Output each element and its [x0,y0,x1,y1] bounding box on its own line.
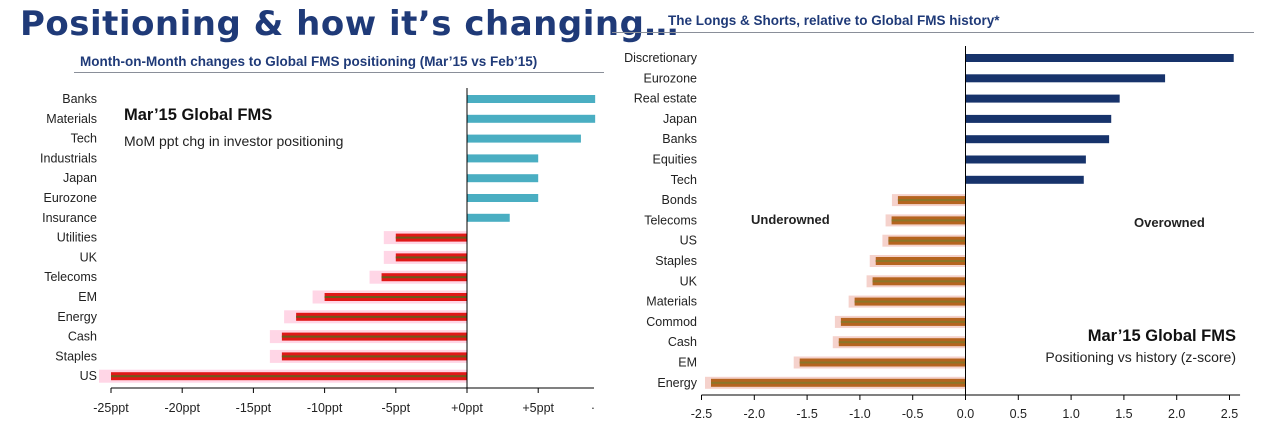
left-category-label: Energy [57,310,97,324]
left-bar-eurozone [467,194,539,202]
right-category-label: Materials [646,295,697,309]
right-bar-discretionary [965,54,1234,62]
left-category-label: Tech [71,132,97,146]
left-tick-label: +0ppt [451,401,483,415]
left-bar-insurance [467,213,510,222]
right-bar-eurozone [965,74,1166,83]
right-chart-title: Mar’15 Global FMS [1088,327,1236,345]
right-tick-label: -1.5 [796,407,818,421]
right-bar-energy [705,376,966,389]
right-bar-equities [965,155,1086,164]
left-bar-materials [467,114,596,123]
right-bar-real-estate [965,94,1120,103]
right-bar-telecoms [885,214,966,227]
right-category-label: Cash [668,335,697,349]
right-bar-us [882,234,966,247]
right-category-label: Staples [655,254,697,268]
right-tick-label: -2.0 [744,407,766,421]
right-tick-label: 0.0 [957,407,974,421]
left-category-label: Staples [55,349,97,363]
right-bar-banks [965,135,1110,144]
right-tick-label: -1.0 [849,407,871,421]
right-category-label: UK [680,274,698,288]
right-bar-em [793,356,966,369]
left-category-label: UK [80,250,98,264]
left-bar-energy [284,310,467,324]
right-divider [612,32,1254,33]
right-bar-bonds [891,194,966,207]
right-category-label: Energy [657,376,697,390]
right-category-label: Discretionary [624,51,698,65]
left-tick-label: +5ppt [522,401,554,415]
right-category-label: Commod [646,315,697,329]
right-bar-staples [869,255,966,267]
right-chart-title: The Longs & Shorts, relative to Global F… [668,13,1000,28]
overowned-label: Overowned [1134,215,1205,230]
right-category-label: Japan [663,112,697,126]
left-category-label: US [80,369,97,383]
left-tick-label: -10ppt [307,401,343,415]
right-category-label: Telecoms [644,213,697,227]
left-bar-banks [467,95,596,103]
left-bar-us [99,369,467,383]
right-chart-caption: Positioning vs history (z-score) [1045,349,1236,365]
left-tick-label: -20ppt [164,401,200,415]
left-category-label: Eurozone [43,191,97,205]
left-category-label: Banks [62,92,97,106]
underowned-label: Underowned [751,212,830,227]
left-divider [74,72,604,73]
left-category-label: Industrials [40,151,97,165]
left-category-label: Insurance [42,211,97,225]
left-tick-label: -5ppt [382,401,411,415]
left-category-label: Telecoms [44,270,97,284]
left-bar-japan [467,174,539,183]
right-category-label: Tech [671,173,697,187]
left-bar-telecoms [369,270,467,284]
left-chart-title: Mar’15 Global FMS [124,106,272,124]
right-tick-label: 1.5 [1115,407,1132,421]
left-category-label: Utilities [57,231,97,245]
right-category-label: Bonds [662,193,697,207]
left-bar-em [312,290,467,304]
left-bar-industrials [467,154,539,163]
right-bar-commod [834,315,966,328]
left-category-label: Japan [63,171,97,185]
left-category-label: EM [78,290,97,304]
left-chart-caption: MoM ppt chg in investor positioning [124,133,343,149]
left-tick-label: -15ppt [236,401,272,415]
left-bar-uk [383,250,467,264]
right-category-label: Equities [653,153,697,167]
left-chart-subtitle: Month-on-Month changes to Global FMS pos… [80,54,538,69]
right-bar-japan [965,114,1112,123]
right-bar-cash [832,336,966,349]
right-tick-label: 2.0 [1168,407,1185,421]
right-bar-materials [848,295,966,308]
left-tick-label: -25ppt [93,401,129,415]
right-category-label: Eurozone [643,71,697,85]
left-category-label: Cash [68,330,97,344]
left-bar-tech [467,134,581,143]
left-bar-staples [269,349,467,363]
right-tick-label: 2.5 [1221,407,1238,421]
right-category-label: Real estate [634,92,697,106]
left-category-label: Materials [46,112,97,126]
right-bar-uk [866,275,966,288]
right-category-label: EM [678,356,697,370]
left-bar-cash [269,330,467,344]
page-title: Positioning & how it’s changing… [20,4,679,44]
right-tick-label: -0.5 [902,407,924,421]
right-tick-label: 1.0 [1062,407,1079,421]
right-category-label: US [680,234,697,248]
left-tick-label: · [591,401,595,415]
right-tick-label: 0.5 [1010,407,1027,421]
left-bar-utilities [383,231,467,245]
right-category-label: Banks [662,132,697,146]
right-bar-tech [965,175,1084,184]
right-tick-label: -2.5 [691,407,713,421]
